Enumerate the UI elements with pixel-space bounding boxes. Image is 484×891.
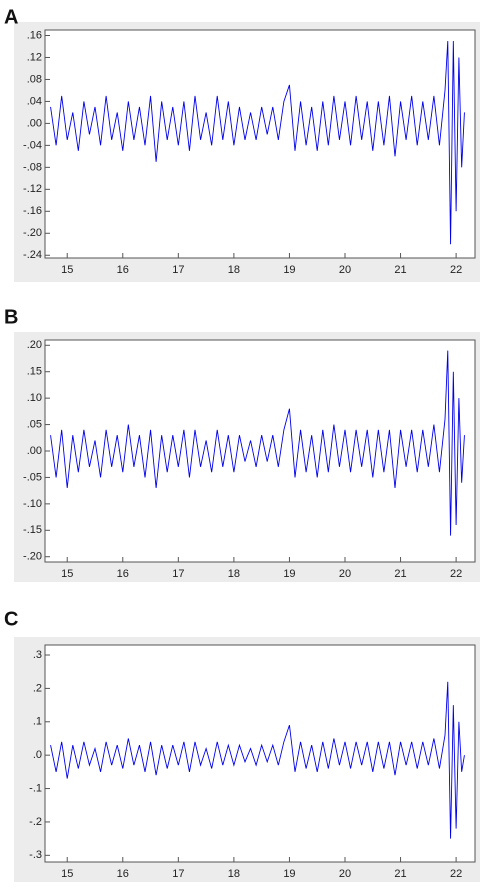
x-tick-label: 16 bbox=[117, 868, 129, 880]
y-tick-label: .1 bbox=[33, 716, 42, 728]
x-tick-label: 18 bbox=[228, 568, 240, 580]
x-tick-label: 17 bbox=[172, 568, 184, 580]
x-tick-label: 21 bbox=[394, 264, 406, 276]
panel-label: B bbox=[4, 306, 18, 328]
x-tick-label: 18 bbox=[228, 868, 240, 880]
x-tick-label: 20 bbox=[339, 568, 351, 580]
x-tick-label: 15 bbox=[61, 868, 73, 880]
x-tick-label: 20 bbox=[339, 264, 351, 276]
y-tick-label: .05 bbox=[27, 418, 42, 430]
y-tick-label: .00 bbox=[27, 117, 42, 129]
series-line bbox=[50, 681, 465, 839]
y-tick-label: -.24 bbox=[23, 249, 42, 261]
x-tick-label: 21 bbox=[394, 868, 406, 880]
y-tick-label: .10 bbox=[27, 392, 42, 404]
x-tick-label: 15 bbox=[61, 568, 73, 580]
y-tick-label: -.05 bbox=[23, 471, 42, 483]
y-tick-label: -.08 bbox=[23, 161, 42, 173]
y-tick-label: -.12 bbox=[23, 183, 42, 195]
x-tick-label: 16 bbox=[117, 568, 129, 580]
x-tick-label: 22 bbox=[450, 568, 462, 580]
y-tick-label: .3 bbox=[33, 649, 42, 661]
plot-area bbox=[44, 644, 476, 863]
y-tick-label: -.16 bbox=[23, 205, 42, 217]
y-tick-label: .0 bbox=[33, 749, 42, 761]
y-tick-label: -.2 bbox=[29, 816, 42, 828]
x-tick-label: 19 bbox=[283, 568, 295, 580]
panel-label: A bbox=[4, 6, 18, 28]
x-tick-label: 19 bbox=[283, 264, 295, 276]
x-tick-label: 22 bbox=[450, 868, 462, 880]
y-tick-label: -.15 bbox=[23, 524, 42, 536]
y-tick-label: -.3 bbox=[29, 849, 42, 861]
y-tick-label: .15 bbox=[27, 366, 42, 378]
y-tick-label: .16 bbox=[27, 29, 42, 41]
series-line bbox=[50, 350, 465, 536]
x-tick-label: 16 bbox=[117, 264, 129, 276]
x-tick-label: 20 bbox=[339, 868, 351, 880]
y-tick-label: .2 bbox=[33, 682, 42, 694]
y-tick-label: .12 bbox=[27, 51, 42, 63]
x-tick-label: 22 bbox=[450, 264, 462, 276]
y-tick-label: .20 bbox=[27, 339, 42, 351]
plot-area bbox=[44, 29, 476, 259]
y-tick-label: -.10 bbox=[23, 498, 42, 510]
y-tick-label: -.20 bbox=[23, 551, 42, 563]
panel-label: C bbox=[4, 608, 18, 630]
x-tick-label: 18 bbox=[228, 264, 240, 276]
y-tick-label: -.20 bbox=[23, 227, 42, 239]
x-tick-label: 19 bbox=[283, 868, 295, 880]
series-line bbox=[50, 40, 465, 245]
y-tick-label: -.1 bbox=[29, 782, 42, 794]
y-tick-label: .00 bbox=[27, 445, 42, 457]
y-tick-label: .04 bbox=[27, 95, 42, 107]
x-tick-label: 17 bbox=[172, 264, 184, 276]
x-tick-label: 21 bbox=[394, 568, 406, 580]
x-tick-label: 17 bbox=[172, 868, 184, 880]
x-tick-label: 15 bbox=[61, 264, 73, 276]
y-tick-label: .08 bbox=[27, 73, 42, 85]
y-tick-label: -.04 bbox=[23, 139, 42, 151]
